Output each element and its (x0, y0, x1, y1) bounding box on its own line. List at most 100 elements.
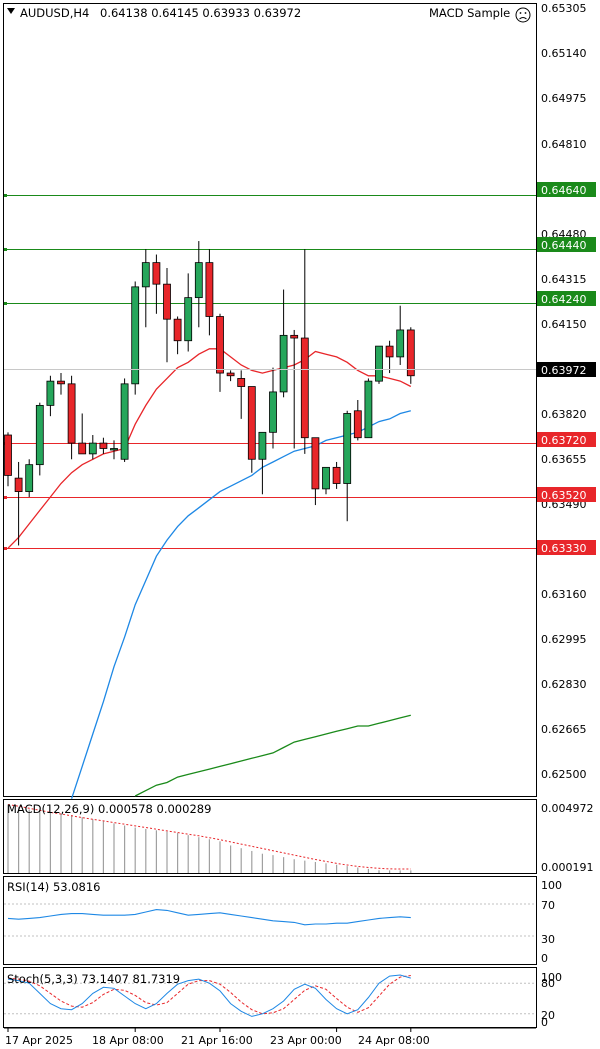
price-tick: 0.63820 (541, 408, 587, 421)
candle-bull (141, 249, 150, 328)
candle-bear (247, 386, 256, 473)
macd-tick: 0.000191 (541, 861, 594, 874)
candle-body (216, 316, 224, 374)
candle-body (57, 380, 65, 385)
candle-body (141, 262, 150, 288)
candle-body (300, 337, 309, 439)
expert-advisor-name[interactable]: MACD Sample (429, 6, 510, 20)
candle-bear (332, 461, 341, 489)
candle-body (311, 437, 320, 490)
stoch-tick: 100 (541, 971, 562, 984)
candle-bear (237, 370, 246, 419)
candle-body (152, 262, 161, 285)
candle-bear (311, 437, 320, 506)
candle-bear (216, 313, 224, 392)
candle-bear (67, 375, 76, 460)
price-tick: 0.62665 (541, 723, 587, 736)
level-marker (4, 496, 7, 499)
price-axis: 0.65305 0.65140 0.64975 0.64810 0.64480 … (537, 2, 596, 781)
candle-bear (78, 413, 87, 455)
macd-plot (7, 804, 412, 873)
stoch-tick: 20 (541, 1009, 555, 1022)
candle-body (46, 380, 55, 406)
price-tick: 0.64975 (541, 92, 587, 105)
smiley-face-icon[interactable] (515, 7, 531, 23)
candle-body (67, 383, 76, 444)
price-tick: 0.65305 (541, 2, 587, 15)
level-tag-0.63330: 0.63330 (537, 540, 596, 555)
candle-body (131, 286, 140, 385)
rsi-plot (4, 903, 536, 937)
level-tag-0.64240: 0.64240 (537, 291, 596, 306)
candle-bull (184, 273, 193, 352)
price-tick: 0.65140 (541, 47, 587, 60)
time-label: 18 Apr 08:00 (92, 1034, 164, 1047)
price-tick: 0.62500 (541, 768, 587, 781)
rsi-label: RSI(14) 53.0816 (7, 880, 101, 894)
candle-body (353, 410, 362, 439)
candle-body (78, 442, 87, 455)
candle-body (279, 334, 288, 393)
rsi-tick: 70 (541, 899, 555, 912)
candlesticks (4, 241, 415, 546)
time-label: 23 Apr 00:00 (270, 1034, 342, 1047)
candle-bear (353, 400, 362, 441)
candle-bull (88, 435, 97, 460)
candle-body (226, 372, 235, 377)
stochastic-label: Stoch(5,3,3) 73.1407 81.7319 (7, 972, 180, 986)
price-tick: 0.62830 (541, 678, 587, 691)
svg-text:0.64640: 0.64640 (541, 184, 587, 197)
candle-body (269, 391, 277, 433)
candle-bear (300, 249, 309, 454)
svg-text:0.63520: 0.63520 (541, 489, 587, 502)
svg-text:0.63330: 0.63330 (541, 542, 587, 555)
candle-body (88, 442, 97, 455)
rsi-tick: 100 (541, 879, 562, 892)
candle-bull (279, 289, 288, 398)
candle-body (343, 413, 352, 484)
candle-body (396, 329, 405, 358)
ma-fast-line (7, 348, 412, 549)
level-marker (4, 248, 7, 251)
candle-body (290, 334, 299, 339)
time-label: 17 Apr 2025 (5, 1034, 73, 1047)
candle-bull (269, 367, 277, 449)
candle-bull (35, 402, 44, 476)
candle-bear (152, 254, 161, 314)
candle-bull (258, 431, 267, 495)
ohlc-readout: 0.64138 0.64145 0.63933 0.63972 (100, 6, 301, 20)
stoch-main-line (7, 974, 411, 1017)
candle-bull (322, 466, 330, 495)
candle-bear (406, 327, 415, 384)
rsi-panel[interactable]: RSI(14) 53.0816 100 70 30 0 (3, 876, 563, 966)
main-price-panel[interactable]: AUDUSD,H4 0.64138 0.64145 0.63933 0.6397… (3, 3, 537, 799)
candle-bear (163, 268, 171, 363)
level-tag-0.64440: 0.64440 (537, 237, 596, 252)
candle-body (35, 404, 44, 466)
candle-body (322, 466, 330, 490)
price-tick: 0.63160 (541, 588, 587, 601)
stoch-signal-line (7, 975, 411, 1015)
price-tick: 0.64150 (541, 318, 587, 331)
candle-bull (375, 345, 383, 384)
candle-body (120, 383, 129, 460)
candle-bear (226, 370, 235, 382)
level-marker (4, 302, 7, 305)
candle-bear (173, 316, 182, 355)
level-tag-0.63520: 0.63520 (537, 487, 596, 502)
candle-body (258, 431, 267, 460)
candle-bull (110, 440, 118, 460)
candle-bull (131, 281, 140, 395)
candle-bull (364, 378, 373, 439)
time-axis: 17 Apr 2025 18 Apr 08:00 21 Apr 16:00 23… (4, 1027, 536, 1047)
candle-body (364, 380, 373, 439)
current-price-tag: 0.63972 (537, 362, 596, 377)
dropdown-triangle-icon[interactable] (7, 8, 15, 14)
stochastic-panel[interactable]: Stoch(5,3,3) 73.1407 81.7319 100 80 20 0 (3, 967, 563, 1030)
candle-body (194, 262, 203, 299)
candle-body (184, 297, 193, 342)
macd-panel[interactable]: MACD(12,26,9) 0.000578 0.000289 0.004972… (3, 799, 594, 875)
macd-tick: 0.004972 (541, 802, 594, 815)
stoch-tick: 80 (541, 977, 555, 990)
